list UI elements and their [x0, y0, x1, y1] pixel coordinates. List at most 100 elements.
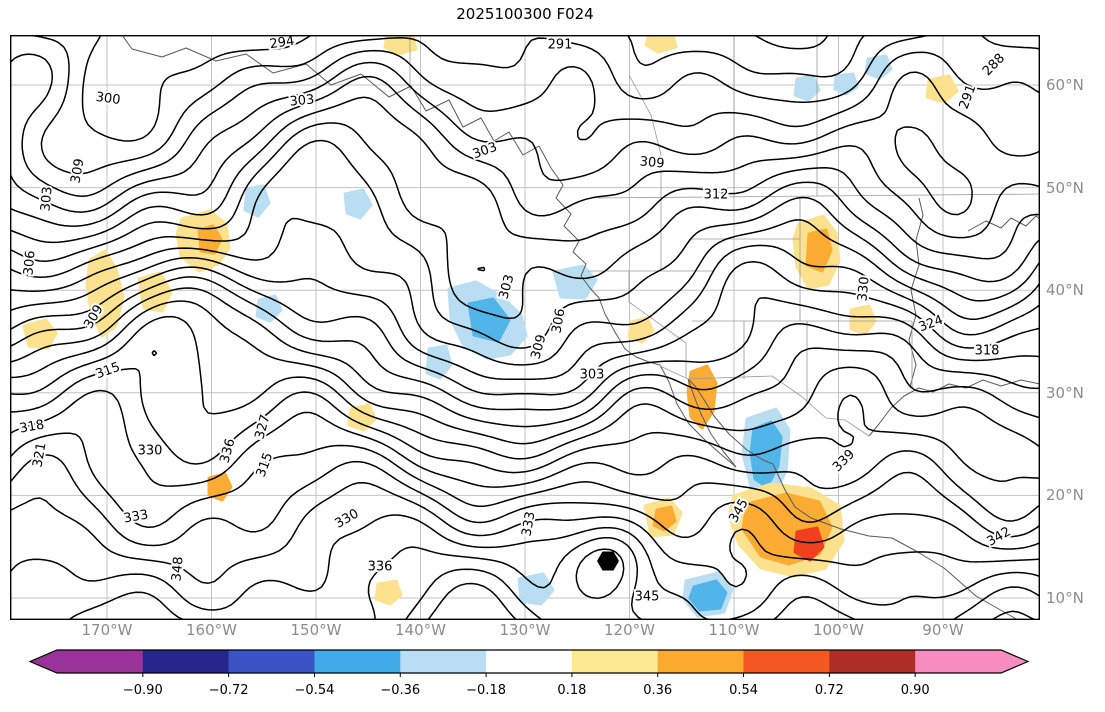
- contour-line: [10, 61, 1040, 216]
- colorbar-segment: [486, 650, 573, 673]
- shaded-anomaly-patch: [347, 403, 377, 432]
- contour-label: 294: [269, 35, 296, 52]
- coastline: [967, 215, 1040, 232]
- contour-label: 324: [917, 313, 945, 336]
- contour-line: [10, 350, 1040, 482]
- contour-label: 330: [138, 444, 163, 459]
- colorbar-tick-label: 0.36: [643, 683, 672, 698]
- y-tick-label: 40°N: [1046, 281, 1084, 300]
- colorbar-segment: [657, 650, 745, 673]
- shaded-anomaly-patch: [849, 304, 877, 336]
- contour-label: 300: [95, 90, 122, 108]
- contour-label: 303: [497, 273, 518, 301]
- contour-label: 348: [169, 556, 186, 582]
- contour-line: [404, 548, 1038, 620]
- colorbar-segment: [142, 650, 230, 673]
- colorbar-over-arrow: [1001, 650, 1028, 673]
- shaded-anomaly-patch: [749, 420, 783, 489]
- colorbar-segment: [400, 650, 487, 673]
- contour-label: 318: [975, 344, 1000, 359]
- contour-label: 315: [94, 360, 122, 383]
- contour-label: 342: [984, 524, 1013, 549]
- contour-label: 306: [549, 307, 568, 334]
- coastline: [687, 378, 1019, 620]
- colorbar-tick-label: 0.72: [815, 683, 844, 698]
- contour-line: [10, 287, 1040, 428]
- shaded-anomaly-patch: [688, 579, 728, 612]
- contour-line: [10, 96, 1040, 272]
- colorbar-under-arrow: [30, 650, 57, 673]
- colorbar-segment: [314, 650, 401, 673]
- contour-line: [81, 35, 866, 142]
- y-tick-label: 10°N: [1046, 589, 1084, 607]
- colorbar-tick-label: −0.90: [123, 683, 163, 698]
- contour-label: 306: [21, 250, 38, 276]
- colorbar-segment: [915, 650, 1002, 673]
- contour-label: 291: [548, 38, 573, 53]
- shaded-anomaly-patch: [517, 572, 555, 606]
- contour-label: 333: [122, 507, 149, 526]
- contour-line: [10, 49, 1040, 198]
- colorbar-tick-label: −0.72: [209, 683, 249, 698]
- contour-label: 303: [580, 368, 605, 383]
- colorbar: −0.90 −0.72 −0.54 −0.36 −0.18 0.18 0.36 0.54 0.7…: [28, 649, 1030, 698]
- x-tick-label: 90°W: [922, 621, 964, 639]
- colorbar-segment: [743, 650, 830, 673]
- contour-label: 291: [957, 83, 980, 111]
- contour-label: 318: [18, 417, 45, 436]
- y-tick-label: 30°N: [1046, 383, 1084, 402]
- state-border: [597, 193, 1040, 199]
- contour-line: [10, 300, 1040, 445]
- shaded-anomaly-patch: [22, 318, 58, 350]
- contour-label: 303: [38, 186, 55, 212]
- x-tick-label: 140°W: [395, 621, 446, 639]
- contour-label: 288: [980, 51, 1008, 79]
- x-tick-label: 170°W: [81, 621, 133, 639]
- colorbar-segment: [57, 650, 144, 673]
- contour-line: [10, 276, 1040, 411]
- contour-line: [10, 514, 1040, 620]
- y-tick-label: 50°N: [1046, 178, 1084, 197]
- state-border: [659, 365, 773, 380]
- colorbar-tick-label: 0.54: [729, 683, 758, 698]
- colorbar-tick-label: −0.36: [380, 683, 420, 698]
- colorbar-outline: [28, 649, 1030, 674]
- colorbar-tick-label: 0.18: [557, 683, 586, 698]
- contour-line: [10, 432, 1040, 538]
- contour-line: [753, 35, 829, 50]
- contour-label: 309: [529, 333, 550, 361]
- contour-line: [10, 244, 1040, 381]
- shaded-anomaly-patch: [833, 72, 859, 96]
- contour-line: [10, 389, 1040, 522]
- colorbar-tick-label: 0.90: [901, 683, 930, 698]
- x-tick-label: 120°W: [604, 621, 655, 639]
- shaded-anomaly-patch: [793, 74, 821, 102]
- state-border: [771, 375, 870, 437]
- contour-label: 303: [471, 140, 499, 163]
- state-border: [628, 74, 662, 198]
- contour-line: [10, 261, 1040, 396]
- coastline: [908, 197, 924, 388]
- x-tick-label: 110°W: [708, 621, 760, 639]
- state-border: [628, 271, 687, 344]
- contour-line: [10, 139, 1040, 349]
- colorbar-segment: [571, 650, 659, 673]
- contour-line: [10, 122, 1040, 319]
- contour-label: 339: [830, 447, 858, 475]
- y-tick-label: 20°N: [1046, 486, 1084, 505]
- shaded-anomaly-patch: [805, 228, 833, 273]
- shaded-anomaly-patch: [255, 294, 283, 323]
- colorbar-tick-label: −0.54: [295, 683, 335, 698]
- contour-line: [10, 315, 1040, 460]
- contour-label: 309: [639, 154, 665, 171]
- x-tick-label: 150°W: [290, 621, 342, 639]
- contour-label: 345: [635, 590, 660, 605]
- contour-label: 309: [68, 157, 87, 184]
- plot-frame: [10, 35, 1040, 620]
- contour-label: 330: [855, 276, 872, 302]
- x-tick-label: 130°W: [499, 621, 551, 639]
- shaded-anomaly-patch: [343, 188, 373, 220]
- colorbar-tick-label: −0.18: [466, 683, 506, 698]
